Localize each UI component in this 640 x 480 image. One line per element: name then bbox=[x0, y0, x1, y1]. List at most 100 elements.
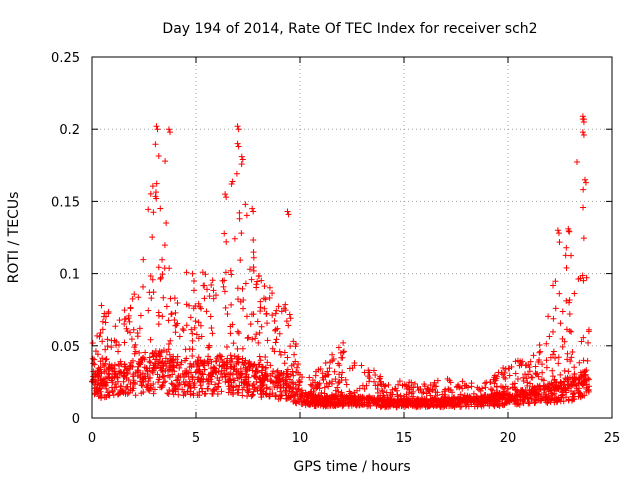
data-point bbox=[244, 366, 251, 373]
data-point bbox=[441, 396, 448, 403]
data-point bbox=[183, 322, 190, 329]
data-point bbox=[322, 373, 329, 380]
data-point bbox=[318, 389, 325, 396]
data-point bbox=[214, 353, 221, 360]
data-point bbox=[164, 358, 171, 365]
data-point bbox=[415, 396, 422, 403]
data-point bbox=[172, 329, 179, 336]
data-point bbox=[235, 386, 242, 393]
data-point bbox=[146, 289, 153, 296]
data-point bbox=[355, 397, 362, 403]
data-point bbox=[175, 372, 182, 379]
data-point bbox=[266, 294, 273, 301]
data-point bbox=[134, 369, 141, 376]
data-point bbox=[158, 349, 165, 356]
data-point bbox=[180, 392, 187, 399]
data-point bbox=[277, 378, 284, 385]
data-point bbox=[224, 310, 231, 317]
data-point bbox=[140, 389, 147, 396]
data-point bbox=[108, 362, 115, 369]
data-point bbox=[320, 376, 327, 383]
data-point bbox=[331, 393, 338, 400]
data-point bbox=[210, 287, 217, 294]
data-point bbox=[405, 389, 412, 396]
data-point bbox=[182, 346, 189, 353]
data-point bbox=[580, 131, 587, 138]
data-point bbox=[225, 383, 232, 390]
data-point bbox=[278, 370, 285, 377]
data-point bbox=[321, 384, 328, 391]
data-point bbox=[282, 307, 289, 314]
data-point bbox=[227, 352, 234, 359]
data-point bbox=[136, 325, 143, 332]
data-point bbox=[556, 290, 563, 297]
data-point bbox=[105, 370, 112, 377]
data-point bbox=[152, 348, 159, 355]
data-point bbox=[319, 397, 326, 404]
data-point bbox=[90, 368, 97, 375]
data-point bbox=[169, 371, 176, 378]
data-point bbox=[242, 201, 249, 208]
data-point bbox=[309, 400, 316, 407]
data-point bbox=[566, 228, 573, 235]
data-point bbox=[565, 396, 572, 403]
data-point bbox=[200, 371, 207, 378]
data-point bbox=[565, 225, 572, 232]
data-point bbox=[96, 385, 103, 392]
data-point bbox=[555, 230, 562, 237]
data-point bbox=[431, 379, 438, 386]
data-point bbox=[262, 296, 269, 303]
data-point bbox=[94, 390, 101, 397]
data-point bbox=[250, 208, 257, 215]
data-point bbox=[272, 310, 279, 317]
data-point bbox=[167, 129, 173, 136]
data-point bbox=[562, 375, 569, 382]
data-point bbox=[176, 333, 183, 340]
data-point bbox=[248, 276, 255, 283]
data-point bbox=[150, 390, 157, 397]
data-point bbox=[253, 281, 260, 288]
data-point bbox=[237, 372, 244, 379]
data-point bbox=[551, 377, 558, 384]
data-point bbox=[519, 387, 526, 394]
data-point bbox=[226, 386, 233, 393]
data-point bbox=[583, 179, 589, 186]
data-point bbox=[566, 297, 573, 304]
data-point bbox=[316, 380, 323, 387]
data-point bbox=[272, 327, 279, 334]
data-point bbox=[420, 399, 427, 406]
data-point bbox=[126, 318, 133, 325]
data-point bbox=[269, 290, 276, 297]
data-point bbox=[449, 389, 456, 396]
data-point bbox=[403, 383, 410, 390]
data-point bbox=[235, 330, 242, 337]
data-point bbox=[290, 361, 297, 368]
data-point bbox=[231, 377, 238, 384]
data-point bbox=[163, 303, 170, 310]
data-point bbox=[361, 385, 368, 392]
data-point bbox=[556, 239, 563, 246]
data-point bbox=[132, 341, 139, 348]
y-tick-label: 0.2 bbox=[59, 123, 80, 138]
data-point bbox=[325, 383, 332, 390]
data-point bbox=[223, 359, 230, 366]
data-point bbox=[128, 336, 135, 343]
data-point bbox=[230, 340, 237, 347]
data-point bbox=[197, 370, 204, 377]
data-point bbox=[564, 350, 571, 357]
data-point bbox=[218, 388, 225, 395]
data-point bbox=[487, 379, 494, 386]
data-point bbox=[434, 377, 441, 384]
data-point bbox=[293, 400, 300, 407]
data-point bbox=[499, 384, 506, 391]
data-point bbox=[403, 398, 410, 405]
chart-title: Day 194 of 2014, Rate Of TEC Index for r… bbox=[162, 21, 537, 37]
data-point bbox=[550, 348, 557, 355]
data-point bbox=[581, 176, 588, 183]
data-point bbox=[441, 388, 448, 395]
data-point bbox=[239, 345, 246, 352]
data-point bbox=[549, 367, 556, 374]
data-point bbox=[153, 123, 160, 130]
data-point bbox=[106, 392, 113, 399]
data-point bbox=[574, 159, 581, 166]
